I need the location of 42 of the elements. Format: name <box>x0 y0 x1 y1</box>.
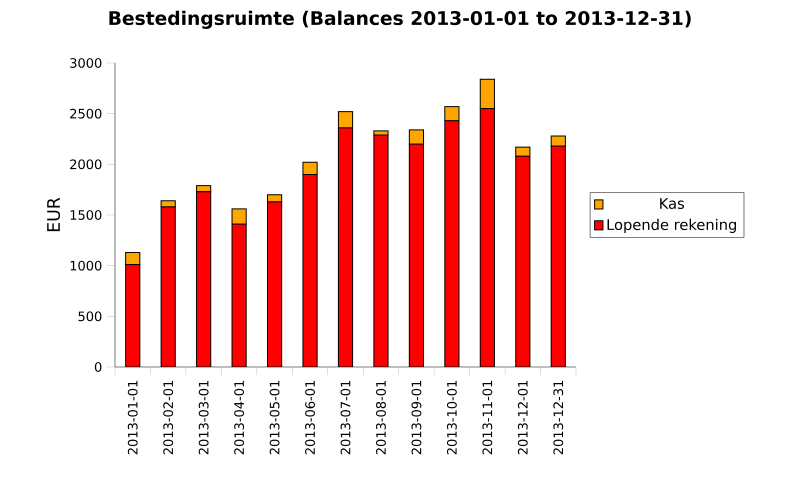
y-tick-label: 500 <box>78 311 102 322</box>
bar <box>266 194 282 202</box>
bar <box>408 144 424 367</box>
y-tick-label: 1500 <box>70 210 102 220</box>
x-tick-label: 2013-12-01 <box>518 380 528 454</box>
bar <box>266 201 282 367</box>
bar <box>232 224 247 367</box>
y-tick-label: 1000 <box>70 260 102 271</box>
chart-title: Bestedingsruimte (Balances 2013-01-01 to 2013-12-31) <box>109 10 691 29</box>
bar <box>550 146 566 367</box>
bar <box>515 156 530 367</box>
y-tick-label: 3000 <box>70 58 102 68</box>
x-tick-label: 2013-03-01 <box>198 380 209 454</box>
bar <box>338 127 354 367</box>
x-tick-label: 2013-02-01 <box>163 380 174 454</box>
x-tick-label: 2013-10-01 <box>446 380 457 454</box>
bar <box>302 162 318 175</box>
y-tick-label: 2500 <box>70 108 102 119</box>
text: Kas <box>660 198 684 209</box>
x-tick-label: 2013-01-01 <box>128 380 138 454</box>
bar <box>444 120 460 367</box>
bar <box>125 264 140 367</box>
bar <box>373 134 389 367</box>
y-tick-label: 2000 <box>70 159 102 170</box>
y-tick-label: 0 <box>94 362 102 372</box>
x-tick-label: 2013-12-31 <box>553 380 564 454</box>
x-tick-label: 2013-11-01 <box>482 380 492 454</box>
bar <box>302 174 318 367</box>
x-tick-label: 2013-04-01 <box>234 380 244 454</box>
x-tick-label: 2013-07-01 <box>340 380 350 454</box>
x-tick-label: 2013-09-01 <box>412 380 422 454</box>
x-tick-label: 2013-08-01 <box>376 380 386 454</box>
bar <box>232 208 247 225</box>
bar <box>480 108 495 367</box>
x-tick-label: 2013-05-01 <box>270 380 280 454</box>
bar <box>338 111 354 128</box>
y-axis-title: EUR <box>47 198 60 232</box>
x-tick-label: 2013-06-01 <box>305 380 315 454</box>
legend-label: Lopende rekening <box>608 218 736 233</box>
bar <box>196 191 212 367</box>
bar <box>160 206 176 367</box>
bar <box>408 129 424 145</box>
